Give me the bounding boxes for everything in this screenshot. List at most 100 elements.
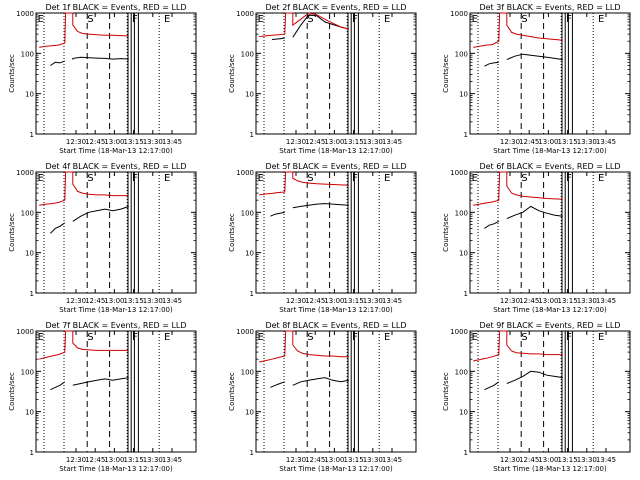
marker-label: S — [521, 332, 527, 343]
y-tick-label: 100 — [21, 368, 34, 376]
panel-title: Det 4f BLACK = Events, RED = LLD — [45, 162, 186, 171]
y-tick-label: 100 — [241, 368, 254, 376]
marker-label: F — [352, 332, 358, 343]
x-tick-label: 13:00 — [104, 297, 124, 305]
x-tick-label: 13:45 — [596, 297, 616, 305]
panel-title: Det 6f BLACK = Events, RED = LLD — [479, 162, 620, 171]
y-tick-label: 100 — [455, 50, 468, 58]
marker-label: S — [307, 332, 313, 343]
panel-title: Det 1f BLACK = Events, RED = LLD — [45, 3, 186, 12]
events-line-2 — [292, 377, 349, 386]
lld-line-1 — [473, 12, 563, 48]
panel-det-4f: Det 4f BLACK = Events, RED = LLD 1 10 100 10… — [8, 162, 197, 314]
x-tick-label: 13:00 — [324, 138, 344, 146]
marker-label: S — [521, 173, 527, 184]
events-line-1 — [271, 37, 285, 40]
y-tick-label: 1 — [464, 131, 468, 139]
x-tick-label: 13:00 — [324, 297, 344, 305]
x-tick-label: 13:00 — [104, 456, 124, 464]
x-tick-label: 12:45 — [85, 456, 105, 464]
y-tick-label: 100 — [241, 50, 254, 58]
marker-label: E — [38, 173, 44, 184]
x-axis-label: Start Time (18-Mar-13 12:17:00) — [493, 147, 607, 155]
marker-label: E — [598, 173, 604, 184]
y-tick-label: 1000 — [16, 328, 34, 336]
panel-title: Det 8f BLACK = Events, RED = LLD — [265, 321, 406, 330]
y-axis-label: Counts/sec — [228, 372, 236, 411]
y-tick-label: 1 — [30, 290, 34, 298]
events-line-1 — [484, 381, 500, 391]
events-line-1 — [484, 220, 500, 229]
events-line-2 — [72, 377, 129, 386]
x-axis-label: Start Time (18-Mar-13 12:17:00) — [59, 465, 173, 473]
lld-line-1 — [259, 330, 349, 363]
y-tick-label: 1 — [30, 449, 34, 457]
y-axis-label: Counts/sec — [442, 372, 450, 411]
events-line-1 — [270, 381, 285, 388]
panel-title: Det 7f BLACK = Events, RED = LLD — [45, 321, 186, 330]
panel-title: Det 5f BLACK = Events, RED = LLD — [265, 162, 406, 171]
x-tick-label: 13:00 — [104, 138, 124, 146]
plot-frame — [255, 330, 417, 453]
marker-label: F — [132, 14, 138, 25]
x-tick-label: 13:00 — [324, 456, 344, 464]
marker-label: E — [164, 332, 170, 343]
lld-line-1 — [259, 12, 349, 38]
marker-label: S — [307, 14, 313, 25]
x-tick-label: 12:30 — [286, 138, 306, 146]
marker-label: S — [521, 14, 527, 25]
y-tick-label: 10 — [245, 91, 254, 99]
events-line-2 — [292, 14, 349, 38]
marker-label: E — [38, 332, 44, 343]
y-tick-label: 10 — [25, 91, 34, 99]
lld-line-1 — [39, 330, 129, 360]
x-tick-label: 13:00 — [538, 297, 558, 305]
marker-label: E — [164, 173, 170, 184]
x-tick-label: 13:30 — [363, 138, 383, 146]
x-tick-label: 13:45 — [596, 456, 616, 464]
x-tick-label: 12:45 — [519, 456, 539, 464]
plot-frame — [255, 12, 417, 135]
marker-label: S — [307, 173, 313, 184]
x-tick-label: 13:30 — [577, 456, 597, 464]
y-tick-label: 10 — [25, 250, 34, 258]
marker-label: S — [87, 14, 93, 25]
marker-label: F — [132, 173, 138, 184]
x-tick-label: 13:15 — [344, 456, 364, 464]
x-tick-label: 13:30 — [363, 456, 383, 464]
plot-frame — [255, 171, 417, 294]
y-tick-label: 10 — [25, 409, 34, 417]
x-axis-label: Start Time (18-Mar-13 12:17:00) — [493, 465, 607, 473]
panel-det-3f: Det 3f BLACK = Events, RED = LLD 1 10 100 10… — [442, 3, 631, 155]
y-tick-label: 100 — [21, 209, 34, 217]
events-line-1 — [50, 222, 66, 234]
x-axis-label: Start Time (18-Mar-13 12:17:00) — [279, 147, 393, 155]
y-tick-label: 100 — [241, 209, 254, 217]
x-tick-label: 13:30 — [143, 297, 163, 305]
x-tick-label: 13:15 — [558, 456, 578, 464]
y-tick-label: 100 — [455, 209, 468, 217]
x-tick-label: 13:15 — [124, 297, 144, 305]
y-axis-label: Counts/sec — [228, 213, 236, 252]
y-axis-label: Counts/sec — [442, 54, 450, 93]
x-tick-label: 13:45 — [382, 138, 402, 146]
marker-label: F — [352, 173, 358, 184]
x-tick-label: 12:30 — [500, 297, 520, 305]
marker-label: E — [598, 332, 604, 343]
panel-det-9f: Det 9f BLACK = Events, RED = LLD 1 10 100 10… — [442, 321, 631, 473]
events-line-2 — [72, 56, 129, 60]
y-tick-label: 1000 — [450, 169, 468, 177]
y-tick-label: 1 — [464, 290, 468, 298]
panel-title: Det 2f BLACK = Events, RED = LLD — [265, 3, 406, 12]
plot-frame — [35, 12, 197, 135]
y-tick-label: 1 — [250, 290, 254, 298]
y-tick-label: 1000 — [450, 328, 468, 336]
events-line-2 — [506, 53, 563, 61]
marker-label: E — [164, 14, 170, 25]
marker-label: E — [38, 14, 44, 25]
y-axis-label: Counts/sec — [8, 213, 16, 252]
x-axis-label: Start Time (18-Mar-13 12:17:00) — [493, 306, 607, 314]
x-tick-label: 13:30 — [143, 456, 163, 464]
y-axis-label: Counts/sec — [8, 54, 16, 93]
plot-frame — [469, 330, 631, 453]
